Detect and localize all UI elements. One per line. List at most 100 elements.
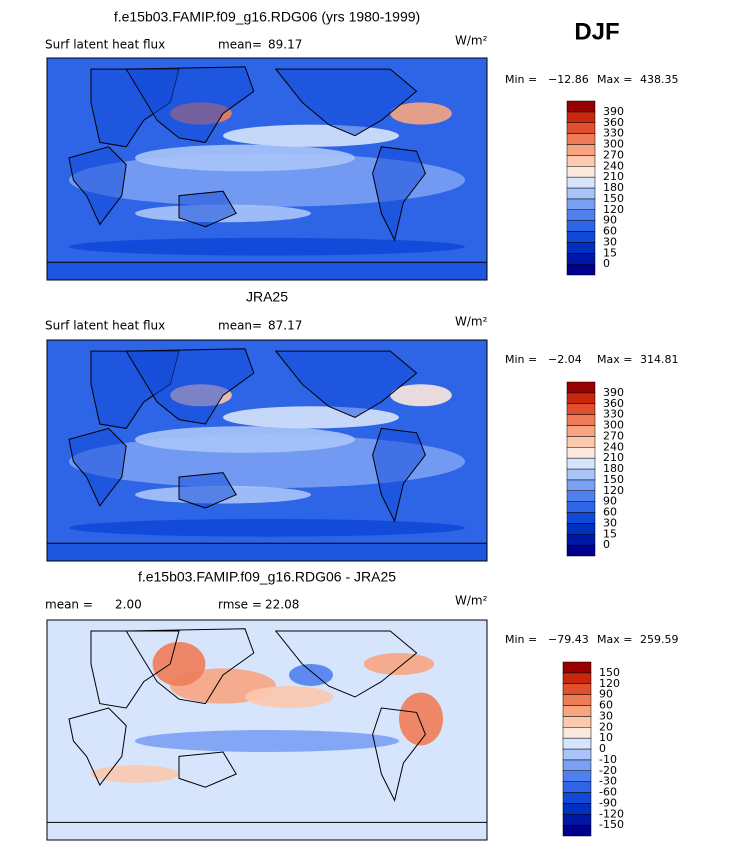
- colorbar-label: 270: [603, 148, 624, 161]
- stat-label: rmse =: [218, 598, 262, 612]
- stat-label: mean=: [218, 38, 262, 52]
- colorbar-box: [566, 381, 596, 394]
- coastline: [372, 146, 426, 242]
- colorbar-label: 60: [603, 225, 617, 238]
- colorbar-box: [566, 133, 596, 145]
- units: W/m²: [455, 594, 488, 608]
- panel-title: JRA25: [246, 289, 288, 305]
- colorbar-label: 10: [599, 731, 613, 744]
- colorbar-label: -10: [599, 753, 617, 766]
- map: [46, 339, 488, 562]
- colorbar-label: 150: [603, 192, 624, 205]
- colorbar-label: 0: [599, 742, 606, 755]
- map-field: [69, 237, 465, 256]
- colorbar-box: [566, 457, 596, 470]
- colorbar-box: [566, 501, 596, 513]
- min-label: Min =: [505, 73, 537, 86]
- colorbar-label: 30: [603, 516, 617, 529]
- max-value: 314.81: [640, 353, 679, 366]
- colorbar-label: 20: [599, 720, 613, 733]
- stat-label: mean=: [218, 319, 262, 333]
- colorbar-label: -30: [599, 775, 617, 788]
- coastline: [125, 628, 255, 705]
- colorbar-box: [566, 231, 596, 243]
- colorbar-label: 120: [603, 203, 624, 216]
- max-label: Max =: [597, 73, 632, 86]
- map-field: [135, 730, 399, 752]
- season: DJF: [574, 18, 619, 45]
- map-frame: [46, 619, 488, 841]
- units: W/m²: [455, 315, 488, 329]
- colorbar-box: [566, 392, 596, 404]
- colorbar-box: [566, 263, 596, 276]
- coastline: [68, 707, 127, 786]
- colorbar-label: 15: [603, 246, 617, 259]
- colorbar-box: [562, 672, 592, 684]
- min-value: −2.04: [548, 353, 582, 366]
- coastline: [178, 472, 237, 509]
- coastline: [46, 542, 488, 562]
- colorbar-label: 300: [603, 419, 624, 432]
- colorbar-label: 300: [603, 138, 624, 151]
- colorbar-box: [566, 523, 596, 535]
- max-label: Max =: [597, 353, 632, 366]
- colorbar-label: 90: [603, 214, 617, 227]
- colorbar-label: 150: [599, 666, 620, 679]
- colorbar-label: 330: [603, 408, 624, 421]
- coastline: [372, 707, 426, 802]
- colorbar-box: [566, 144, 596, 156]
- map-field: [363, 653, 435, 675]
- panel-title: f.e15b03.FAMIP.f09_g16.RDG06 (yrs 1980-1…: [114, 9, 420, 25]
- map-frame: [46, 339, 488, 562]
- max-value: 438.35: [640, 73, 679, 86]
- colorbar-label: 210: [603, 170, 624, 183]
- map-field: [399, 692, 443, 746]
- colorbar-label: 360: [603, 116, 624, 129]
- map: [46, 619, 488, 841]
- colorbar-box: [566, 176, 596, 189]
- panel-title: f.e15b03.FAMIP.f09_g16.RDG06 - JRA25: [138, 569, 396, 585]
- stat-value: 2.00: [115, 598, 142, 612]
- colorbar-label: -60: [599, 786, 617, 799]
- colorbar-box: [566, 425, 596, 437]
- colorbar-box: [562, 727, 592, 739]
- colorbar-box: [562, 803, 592, 815]
- colorbar-label: 60: [599, 699, 613, 712]
- map-frame: [46, 57, 488, 281]
- max-value: 259.59: [640, 633, 679, 646]
- stat-label: mean =: [45, 598, 93, 612]
- colorbar-box: [562, 683, 592, 695]
- coastline: [178, 751, 237, 788]
- colorbar-box: [566, 122, 596, 134]
- colorbar-label: 60: [603, 506, 617, 519]
- colorbar-label: 360: [603, 397, 624, 410]
- map-field: [390, 384, 452, 407]
- colorbar-label: -20: [599, 764, 617, 777]
- colorbar-label: 0: [603, 257, 610, 270]
- colorbar-label: 150: [603, 473, 624, 486]
- colorbar-box: [566, 414, 596, 426]
- colorbar-label: -90: [599, 796, 617, 809]
- coastline: [125, 66, 255, 143]
- stat-value: 22.08: [265, 598, 299, 612]
- map-field: [135, 144, 355, 172]
- colorbar-box: [562, 716, 592, 728]
- colorbar-box: [566, 253, 596, 265]
- colorbar-label: 390: [603, 386, 624, 399]
- min-label: Min =: [505, 633, 537, 646]
- colorbar-label: 0: [603, 538, 610, 551]
- colorbar-box: [562, 759, 592, 771]
- colorbar-box: [566, 403, 596, 415]
- colorbar-box: [566, 198, 596, 210]
- coastline: [372, 427, 426, 523]
- colorbar-label: 120: [603, 484, 624, 497]
- coastline: [274, 68, 418, 137]
- colorbar-box: [566, 436, 596, 448]
- colorbar-label: -150: [599, 818, 624, 831]
- coastline: [125, 348, 255, 425]
- colorbar-label: 180: [603, 181, 624, 194]
- colorbar-label: 120: [599, 677, 620, 690]
- variable-label: Surf latent heat flux: [45, 38, 165, 52]
- colorbar-box: [562, 824, 592, 837]
- colorbar-label: 180: [603, 462, 624, 475]
